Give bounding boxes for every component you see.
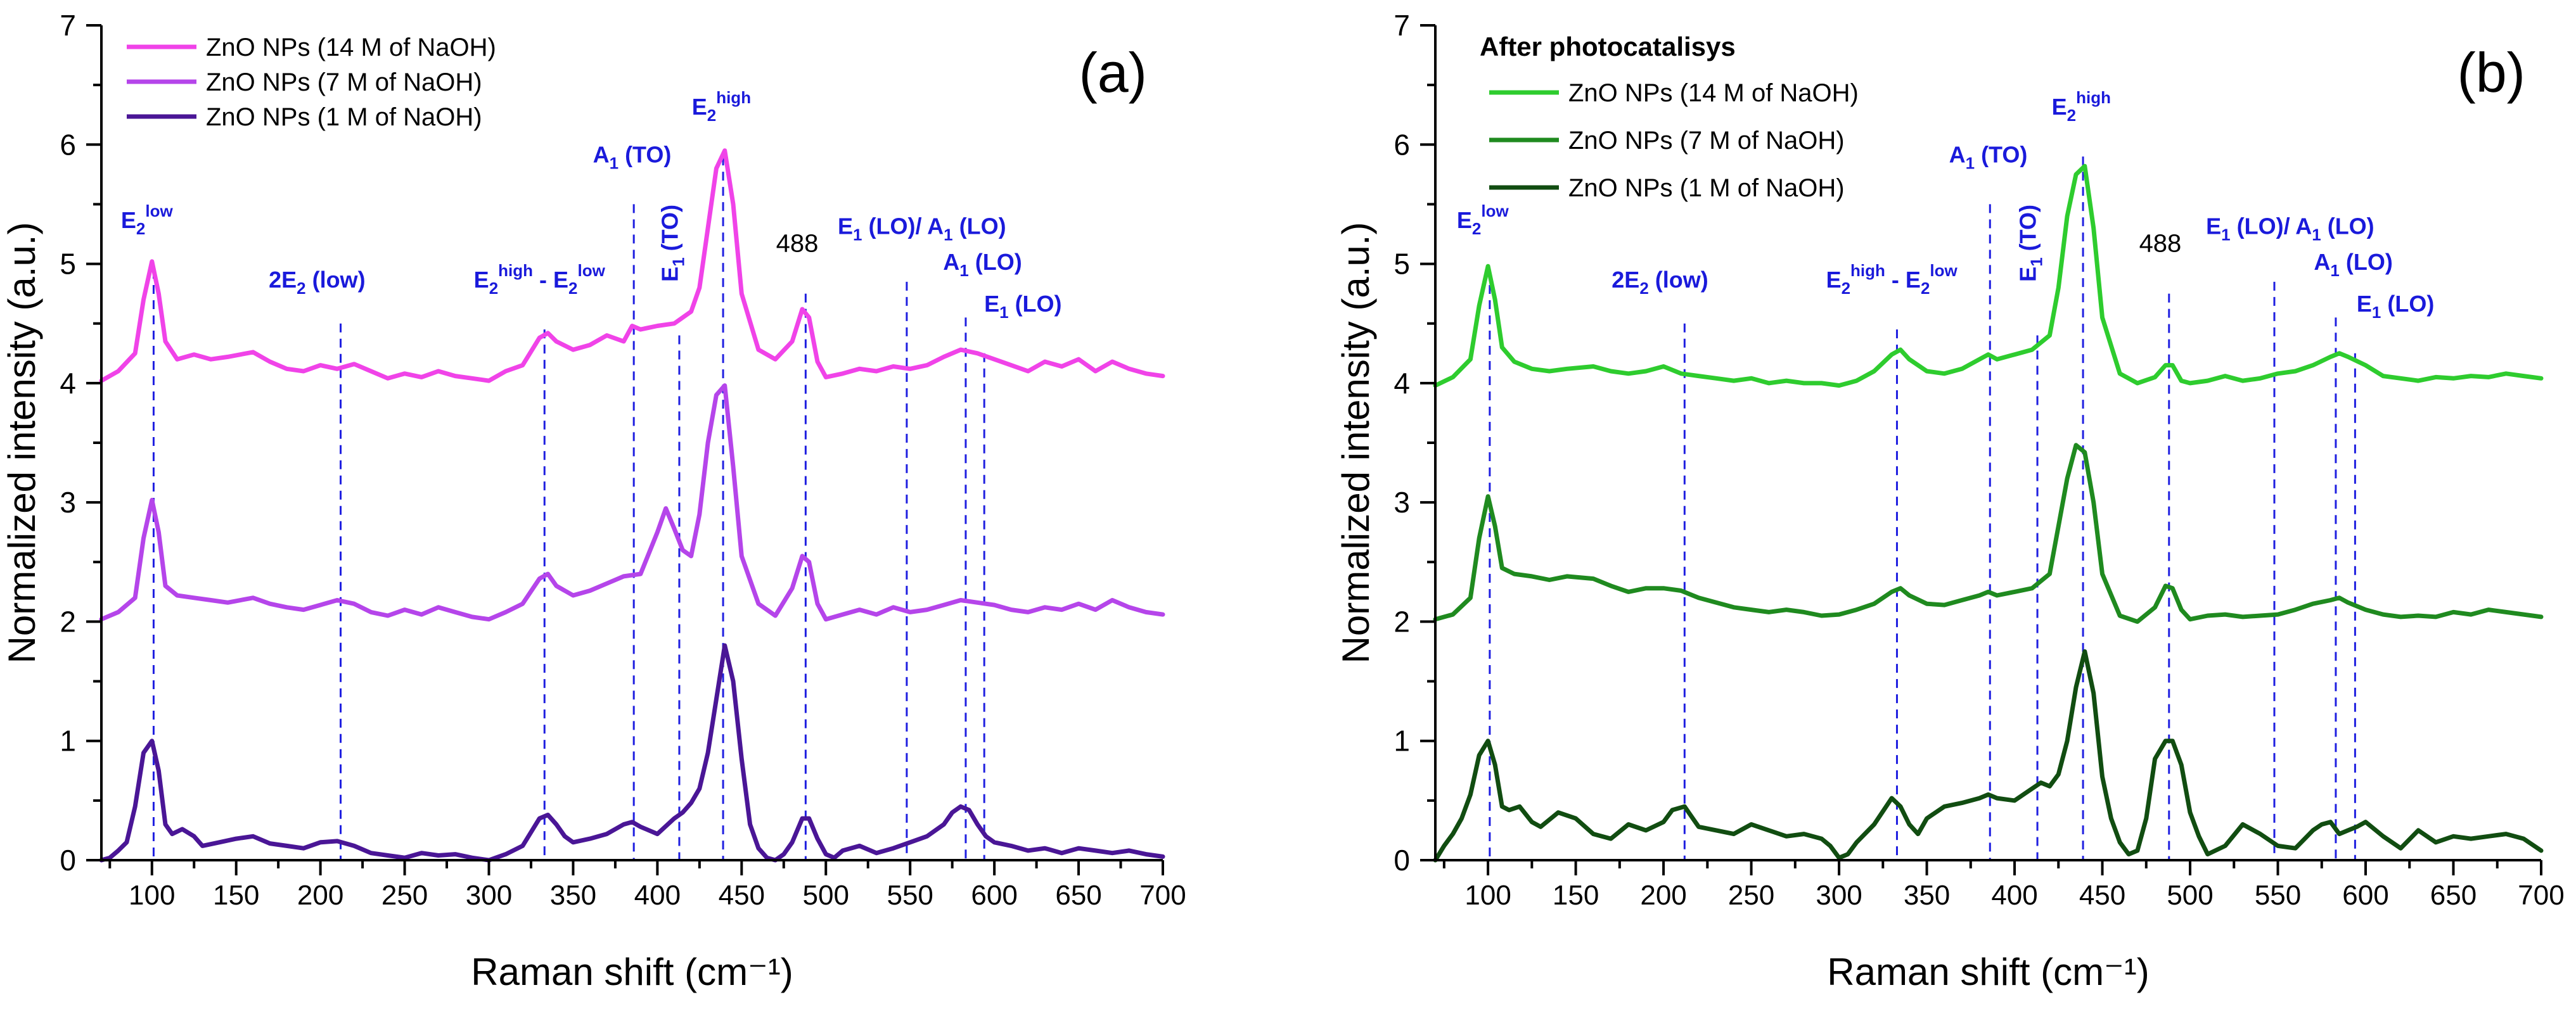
y-tick-label-b-6: 6 bbox=[1394, 128, 1410, 161]
series-line-a-2 bbox=[99, 643, 1165, 863]
x-axis-title-b: Raman shift (cm⁻¹) bbox=[1827, 951, 2149, 993]
x-tick-label-b-600: 600 bbox=[2342, 880, 2388, 911]
panel-label-a: (a) bbox=[1079, 41, 1147, 104]
peak-annotation-a-4: E1 (TO) bbox=[657, 205, 688, 282]
legend-label-b-2: ZnO NPs (1 M of NaOH) bbox=[1568, 174, 1845, 202]
x-tick-label-b-450: 450 bbox=[2079, 880, 2125, 911]
x-tick-label-b-200: 200 bbox=[1640, 880, 1686, 911]
y-tick-label-a-5: 5 bbox=[60, 248, 76, 281]
x-tick-label-a-650: 650 bbox=[1055, 880, 1101, 911]
x-tick-label-a-500: 500 bbox=[803, 880, 849, 911]
legend-label-b-1: ZnO NPs (7 M of NaOH) bbox=[1568, 127, 1845, 155]
peak-annotation-b-5: E2high bbox=[2052, 88, 2111, 125]
x-tick-label-a-400: 400 bbox=[634, 880, 681, 911]
series-line-b-1 bbox=[1433, 443, 2544, 624]
peak-annotation-a-0: E2low bbox=[121, 201, 174, 238]
y-tick-label-a-4: 4 bbox=[60, 367, 76, 400]
x-tick-label-a-350: 350 bbox=[550, 880, 596, 911]
series-line-a-1 bbox=[99, 383, 1165, 622]
peak-annotation-b-6: 488 bbox=[2139, 230, 2182, 258]
peak-annotation-b-7: E1 (LO)/ A1 (LO) bbox=[2206, 213, 2374, 244]
peak-annotation-a-9: E1 (LO) bbox=[984, 291, 1061, 322]
x-tick-label-b-650: 650 bbox=[2430, 880, 2477, 911]
peak-annotation-b-3: A1 (TO) bbox=[1949, 142, 2028, 173]
x-tick-label-a-100: 100 bbox=[129, 880, 175, 911]
x-tick-label-a-600: 600 bbox=[971, 880, 1017, 911]
y-tick-label-b-2: 2 bbox=[1394, 605, 1410, 638]
x-tick-label-b-350: 350 bbox=[1904, 880, 1950, 911]
y-tick-label-b-0: 0 bbox=[1394, 844, 1410, 877]
peak-annotation-b-0: E2low bbox=[1457, 201, 1509, 238]
y-tick-label-a-3: 3 bbox=[60, 486, 76, 519]
y-axis-title-a: Normalized intensity (a.u.) bbox=[1, 222, 43, 664]
x-tick-label-b-500: 500 bbox=[2167, 880, 2213, 911]
y-tick-label-b-5: 5 bbox=[1394, 248, 1410, 281]
panel-a: 100 150 200 250 300 350 400 450 500 550 600 650 700 0… bbox=[1, 9, 1186, 993]
peak-annotation-a-2: E2high - E2low bbox=[474, 261, 606, 298]
x-tick-label-a-700: 700 bbox=[1139, 880, 1186, 911]
x-tick-label-a-150: 150 bbox=[213, 880, 259, 911]
y-tick-label-b-1: 1 bbox=[1394, 725, 1410, 758]
series-line-a-0 bbox=[99, 148, 1165, 383]
x-tick-label-a-550: 550 bbox=[887, 880, 933, 911]
x-tick-label-b-250: 250 bbox=[1728, 880, 1774, 911]
x-tick-label-b-700: 700 bbox=[2518, 880, 2564, 911]
peak-annotation-a-3: A1 (TO) bbox=[593, 142, 672, 173]
peak-annotation-b-2: E2high - E2low bbox=[1826, 261, 1958, 298]
panel-label-b: (b) bbox=[2457, 41, 2525, 104]
legend-label-b-0: ZnO NPs (14 M of NaOH) bbox=[1568, 79, 1859, 107]
x-tick-label-b-400: 400 bbox=[1991, 880, 2037, 911]
y-tick-label-a-6: 6 bbox=[60, 128, 76, 161]
legend-title-b: After photocatalisys bbox=[1480, 32, 1736, 61]
peak-annotation-a-5: E2high bbox=[692, 88, 751, 125]
y-axis-title-b: Normalized intensity (a.u.) bbox=[1335, 222, 1377, 664]
x-tick-label-b-100: 100 bbox=[1464, 880, 1511, 911]
x-axis-title-a: Raman shift (cm⁻¹) bbox=[471, 951, 793, 993]
peak-annotation-a-6: 488 bbox=[776, 230, 819, 258]
y-tick-label-a-0: 0 bbox=[60, 844, 76, 877]
series-line-b-2 bbox=[1433, 649, 2544, 863]
peak-annotation-b-8: A1 (LO) bbox=[2314, 249, 2392, 280]
legend-label-a-1: ZnO NPs (7 M of NaOH) bbox=[206, 68, 482, 96]
peak-annotation-a-1: 2E2 (low) bbox=[269, 267, 366, 298]
series-line-b-0 bbox=[1433, 163, 2544, 388]
panel-b: 100 150 200 250 300 350 400 450 500 550 600 650 700 0… bbox=[1335, 9, 2565, 993]
x-tick-label-b-150: 150 bbox=[1553, 880, 1599, 911]
x-tick-label-a-300: 300 bbox=[466, 880, 512, 911]
x-tick-label-b-300: 300 bbox=[1816, 880, 1862, 911]
y-tick-label-a-2: 2 bbox=[60, 605, 76, 638]
x-tick-label-a-200: 200 bbox=[297, 880, 343, 911]
y-tick-label-b-7: 7 bbox=[1394, 9, 1410, 42]
y-tick-label-a-7: 7 bbox=[60, 9, 76, 42]
y-tick-label-a-1: 1 bbox=[60, 725, 76, 758]
peak-annotation-b-4: E1 (TO) bbox=[2015, 205, 2046, 282]
peak-annotation-b-9: E1 (LO) bbox=[2357, 291, 2434, 322]
peak-annotation-a-7: E1 (LO)/ A1 (LO) bbox=[838, 213, 1006, 244]
legend-label-a-0: ZnO NPs (14 M of NaOH) bbox=[206, 34, 496, 61]
peak-annotation-a-8: A1 (LO) bbox=[943, 249, 1022, 280]
legend-label-a-2: ZnO NPs (1 M of NaOH) bbox=[206, 103, 482, 131]
x-tick-label-a-450: 450 bbox=[719, 880, 765, 911]
peak-annotation-b-1: 2E2 (low) bbox=[1612, 267, 1708, 298]
y-tick-label-b-4: 4 bbox=[1394, 367, 1410, 400]
x-tick-label-a-250: 250 bbox=[381, 880, 428, 911]
y-tick-label-b-3: 3 bbox=[1394, 486, 1410, 519]
x-tick-label-b-550: 550 bbox=[2255, 880, 2301, 911]
